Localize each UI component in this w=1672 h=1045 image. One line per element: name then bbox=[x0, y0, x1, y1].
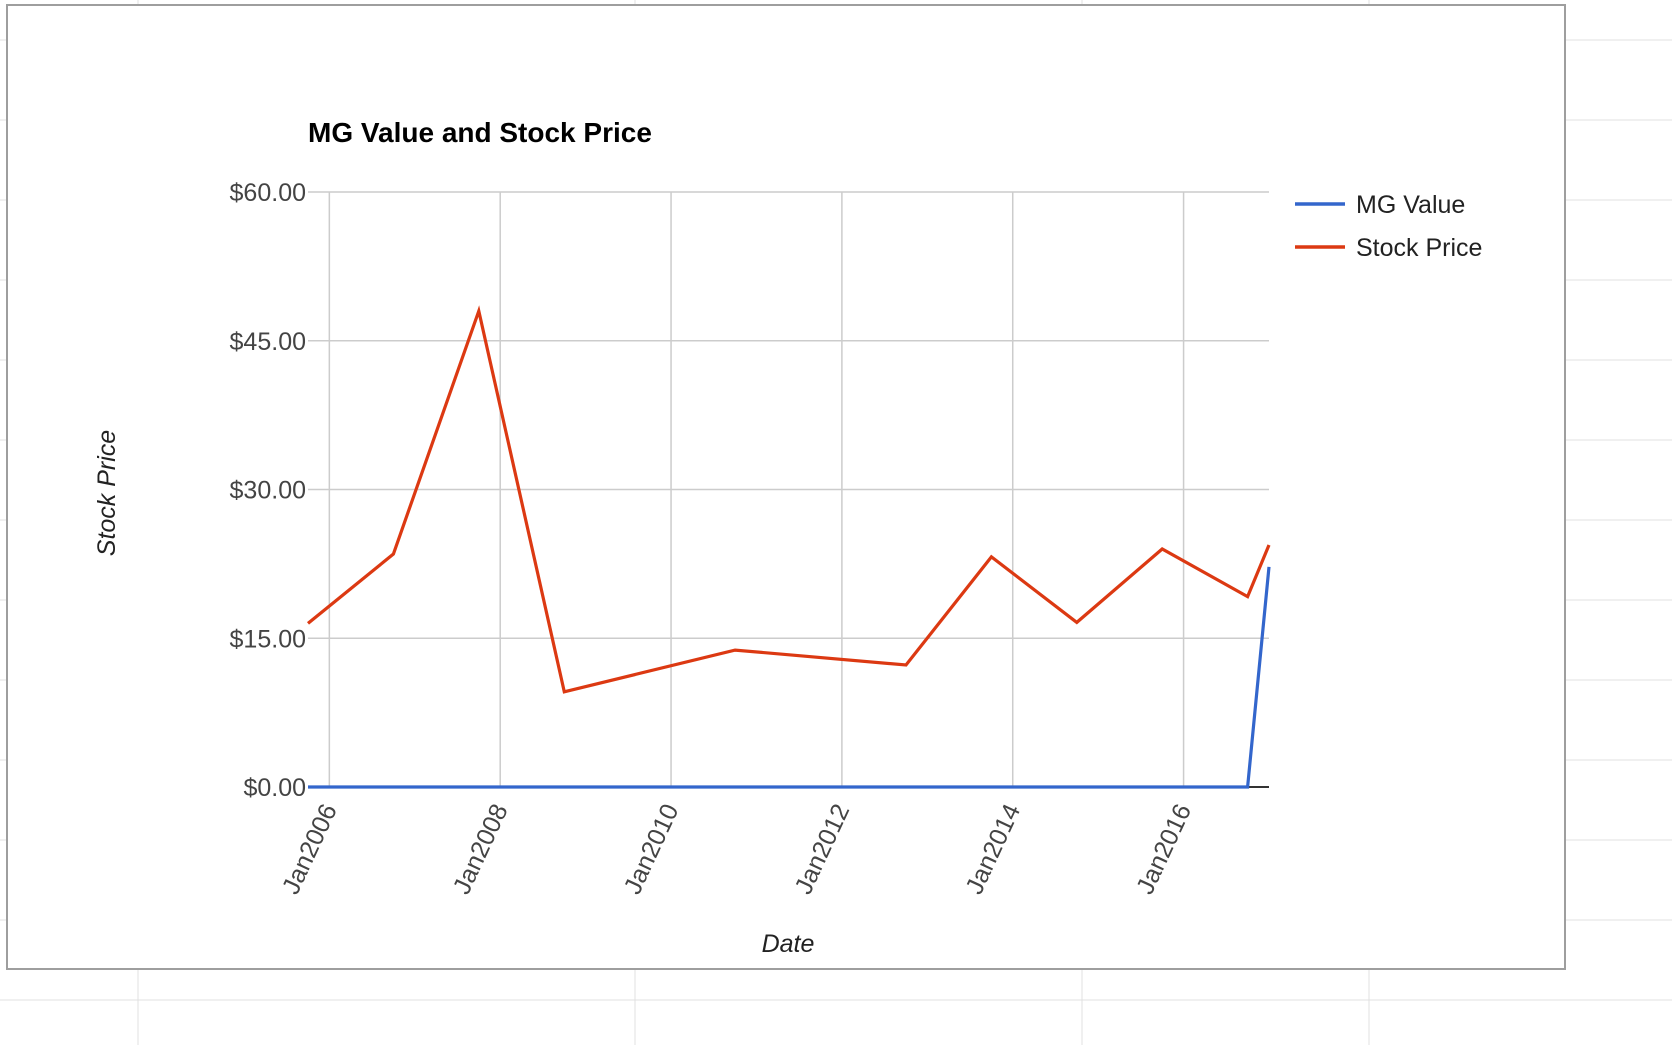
x-tick-label: Jan2006 bbox=[277, 800, 343, 899]
y-tick-label: $45.00 bbox=[230, 328, 306, 356]
y-axis-title: Stock Price bbox=[93, 430, 121, 556]
x-tick-label: Jan2008 bbox=[448, 800, 514, 899]
x-axis-ticks: Jan2006 Jan2008 Jan2010 Jan2012 Jan2014 Jan20… bbox=[277, 800, 1197, 899]
y-tick-label: $60.00 bbox=[230, 179, 306, 207]
line-chart: MG Value and Stock Price $0.00 $15.00 $30.… bbox=[93, 117, 1482, 958]
gridlines bbox=[308, 191, 1269, 787]
legend[interactable]: MG Value Stock Price bbox=[1295, 191, 1482, 262]
x-tick-label: Jan2010 bbox=[619, 800, 685, 899]
chart-title: MG Value and Stock Price bbox=[308, 117, 652, 148]
legend-label-stock-price: Stock Price bbox=[1356, 234, 1482, 262]
x-tick-label: Jan2014 bbox=[960, 800, 1026, 899]
series-line-stock-price[interactable] bbox=[306, 305, 1271, 694]
chart-container[interactable]: MG Value and Stock Price $0.00 $15.00 $30.… bbox=[6, 4, 1566, 970]
y-tick-label: $15.00 bbox=[230, 625, 306, 653]
x-tick-label: Jan2012 bbox=[789, 800, 855, 899]
y-tick-label: $30.00 bbox=[230, 477, 306, 505]
series-lines bbox=[306, 305, 1271, 789]
x-axis-title: Date bbox=[762, 930, 815, 958]
y-tick-label: $0.00 bbox=[243, 774, 306, 802]
series-line-mg-value[interactable] bbox=[308, 566, 1271, 789]
legend-label-mg-value: MG Value bbox=[1356, 191, 1465, 219]
y-axis-ticks: $0.00 $15.00 $30.00 $45.00 $60.00 bbox=[230, 179, 306, 802]
x-tick-label: Jan2016 bbox=[1131, 800, 1197, 899]
